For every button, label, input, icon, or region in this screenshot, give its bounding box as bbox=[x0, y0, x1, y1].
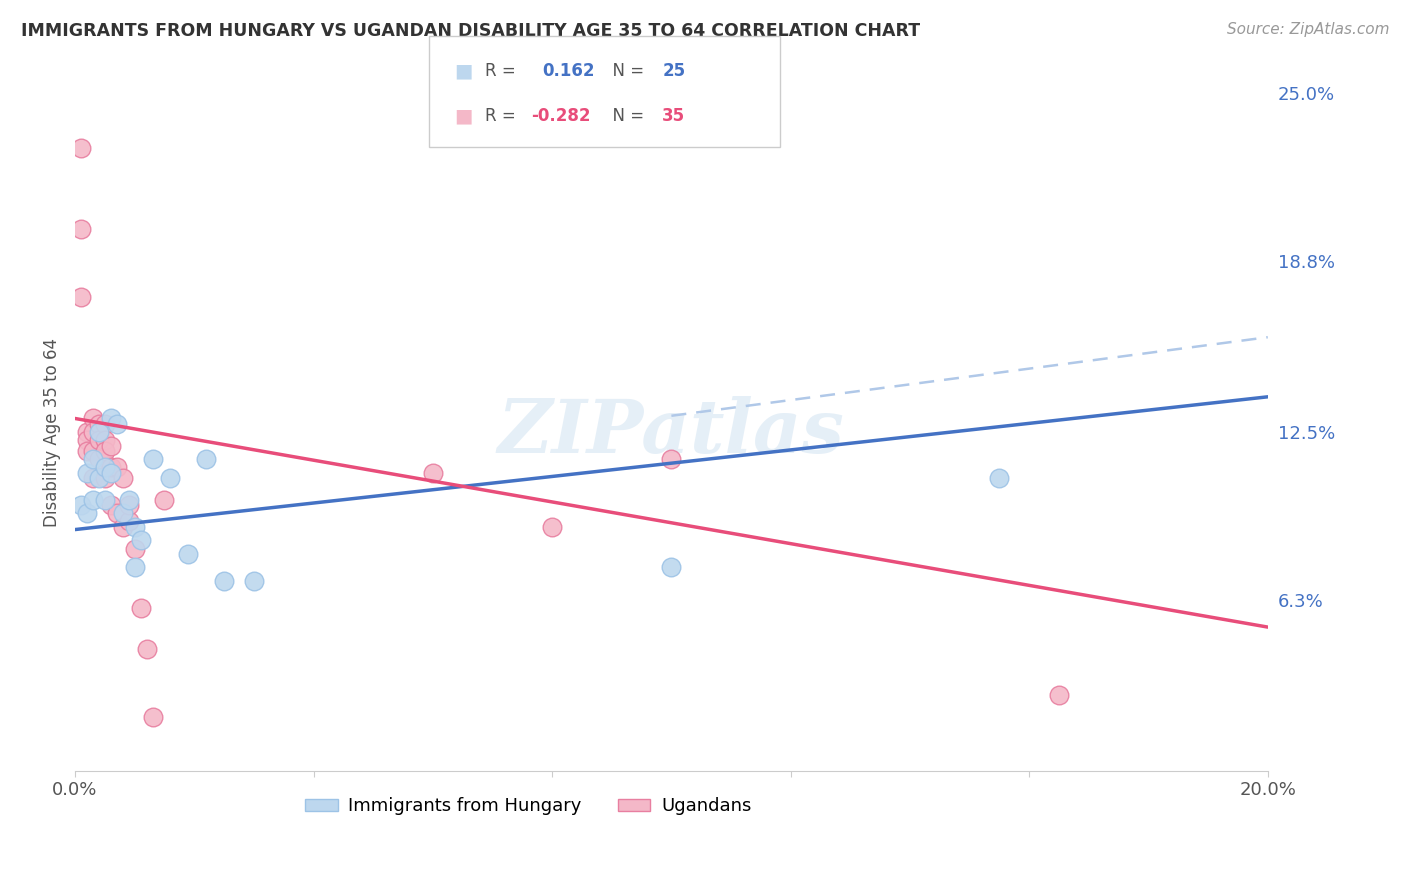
Point bbox=[141, 709, 163, 723]
Point bbox=[124, 520, 146, 534]
Point bbox=[100, 460, 122, 475]
Point bbox=[100, 466, 122, 480]
Point bbox=[87, 433, 110, 447]
Point bbox=[94, 417, 117, 431]
Point bbox=[1047, 688, 1070, 702]
Point bbox=[70, 140, 93, 154]
Point bbox=[118, 498, 141, 512]
Point bbox=[212, 574, 235, 588]
Point bbox=[422, 466, 444, 480]
Point bbox=[87, 471, 110, 485]
Point bbox=[124, 541, 146, 556]
Point bbox=[82, 411, 104, 425]
Point bbox=[159, 471, 181, 485]
Point bbox=[177, 547, 200, 561]
Text: ■: ■ bbox=[454, 62, 472, 81]
Point bbox=[124, 560, 146, 574]
Point bbox=[87, 417, 110, 431]
Point bbox=[82, 425, 104, 439]
Point bbox=[94, 492, 117, 507]
Point bbox=[94, 460, 117, 475]
Point bbox=[541, 520, 564, 534]
Point bbox=[661, 560, 683, 574]
Point bbox=[105, 417, 128, 431]
Text: R =: R = bbox=[485, 62, 526, 80]
Text: -0.282: -0.282 bbox=[531, 107, 591, 125]
Point bbox=[87, 452, 110, 467]
Point bbox=[100, 411, 122, 425]
Point bbox=[111, 520, 134, 534]
Point bbox=[111, 471, 134, 485]
Point bbox=[111, 506, 134, 520]
Text: N =: N = bbox=[602, 107, 650, 125]
Text: IMMIGRANTS FROM HUNGARY VS UGANDAN DISABILITY AGE 35 TO 64 CORRELATION CHART: IMMIGRANTS FROM HUNGARY VS UGANDAN DISAB… bbox=[21, 22, 920, 40]
Point bbox=[76, 444, 98, 458]
Text: 0.162: 0.162 bbox=[543, 62, 595, 80]
Point bbox=[94, 433, 117, 447]
Text: 35: 35 bbox=[662, 107, 685, 125]
Text: ■: ■ bbox=[454, 106, 472, 126]
Text: Source: ZipAtlas.com: Source: ZipAtlas.com bbox=[1226, 22, 1389, 37]
Point bbox=[100, 498, 122, 512]
Point bbox=[70, 222, 93, 236]
Point bbox=[76, 425, 98, 439]
Point bbox=[195, 452, 218, 467]
Point bbox=[76, 466, 98, 480]
Point bbox=[76, 433, 98, 447]
Point bbox=[129, 533, 152, 548]
Text: R =: R = bbox=[485, 107, 522, 125]
Point bbox=[100, 439, 122, 453]
Text: 25: 25 bbox=[662, 62, 685, 80]
Y-axis label: Disability Age 35 to 64: Disability Age 35 to 64 bbox=[44, 337, 60, 526]
Point bbox=[94, 444, 117, 458]
Point bbox=[82, 452, 104, 467]
Point bbox=[105, 460, 128, 475]
Point bbox=[94, 471, 117, 485]
Point bbox=[70, 498, 93, 512]
Point bbox=[82, 471, 104, 485]
Point bbox=[82, 444, 104, 458]
Point bbox=[141, 452, 163, 467]
Text: N =: N = bbox=[602, 62, 650, 80]
Point bbox=[988, 471, 1011, 485]
Point bbox=[153, 492, 176, 507]
Point bbox=[118, 515, 141, 529]
Point bbox=[661, 452, 683, 467]
Point bbox=[118, 492, 141, 507]
Text: ZIPatlas: ZIPatlas bbox=[498, 396, 845, 468]
Point bbox=[70, 289, 93, 303]
Legend: Immigrants from Hungary, Ugandans: Immigrants from Hungary, Ugandans bbox=[298, 790, 759, 822]
Point bbox=[87, 425, 110, 439]
Point bbox=[105, 506, 128, 520]
Point bbox=[135, 641, 157, 656]
Point bbox=[82, 492, 104, 507]
Point bbox=[129, 601, 152, 615]
Point bbox=[243, 574, 266, 588]
Point bbox=[76, 506, 98, 520]
